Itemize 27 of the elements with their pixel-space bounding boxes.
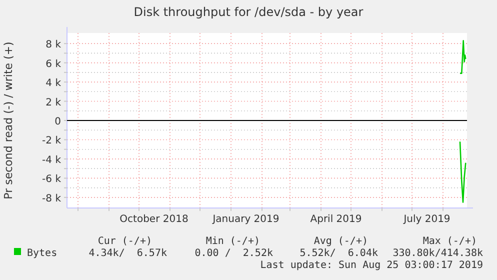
text: Cur (-/+) xyxy=(98,236,152,247)
line-series xyxy=(459,40,466,74)
chart-title: Disk throughput for /dev/sda - by year xyxy=(134,5,364,19)
x-tick-label: July 2019 xyxy=(402,214,450,225)
text: 0.00 / 2.52k xyxy=(194,248,273,259)
y-axis-title: Pr second read (-) / write (+) xyxy=(2,42,15,200)
text: Avg (-/+) xyxy=(314,236,368,247)
y-tick-label: 6 k xyxy=(46,58,62,70)
y-tick-label: 2 k xyxy=(46,97,62,108)
text: 330.80k/414.38k xyxy=(392,248,483,259)
text: Min (-/+) xyxy=(206,236,260,247)
x-tick-label: October 2018 xyxy=(120,214,188,225)
y-tick-label: -4 k xyxy=(42,154,62,166)
y-tick-label: -2 k xyxy=(42,136,62,147)
text: 4.34k/ 6.57k xyxy=(88,248,167,259)
y-tick-label: 0 xyxy=(54,116,61,128)
y-tick-label: -6 k xyxy=(42,174,62,186)
text: Max (-/+) xyxy=(422,236,477,247)
legend-label: Bytes xyxy=(27,248,58,259)
x-tick-label: April 2019 xyxy=(310,214,362,225)
line-series xyxy=(459,141,466,203)
y-tick-label: 4 k xyxy=(46,78,62,90)
text: Last update: Sun Aug 25 03:00:17 2019 xyxy=(260,260,483,271)
y-tick-label: -8 k xyxy=(42,193,62,204)
y-tick-label: 8 k xyxy=(46,40,62,51)
text: 5.52k/ 6.04k xyxy=(300,248,378,259)
x-tick-label: January 2019 xyxy=(212,214,280,225)
